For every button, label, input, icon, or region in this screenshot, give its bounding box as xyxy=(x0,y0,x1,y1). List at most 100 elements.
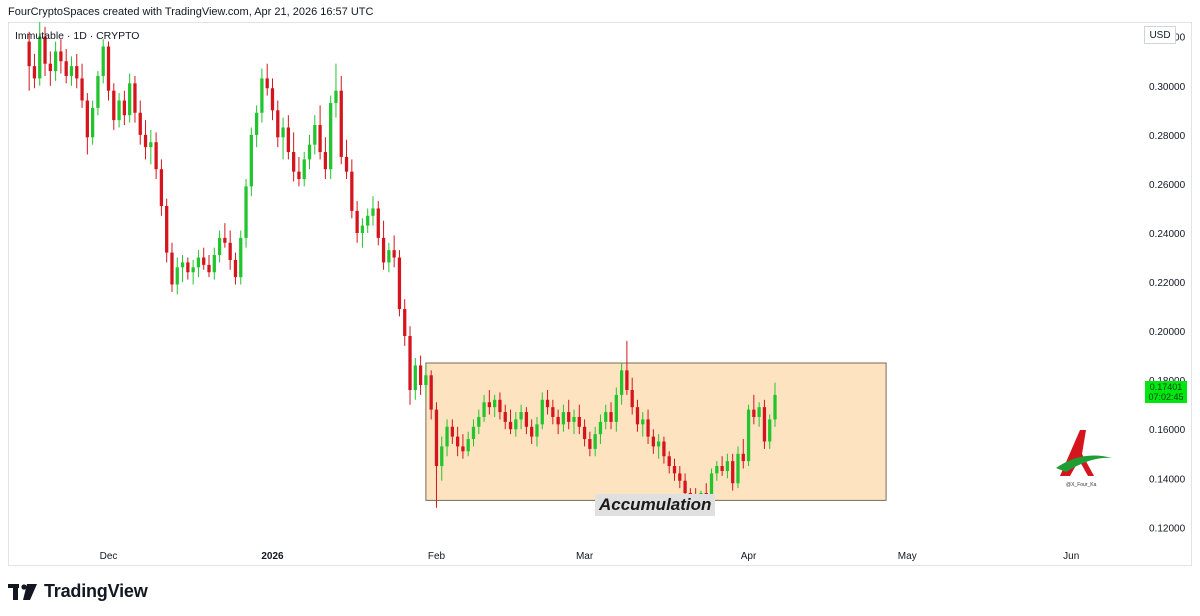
candle xyxy=(556,409,560,435)
candle-body xyxy=(80,78,84,101)
candle xyxy=(678,466,682,489)
candle-body xyxy=(434,409,439,467)
candle xyxy=(551,399,555,425)
candle xyxy=(228,230,232,270)
candle-body xyxy=(48,63,52,72)
candle-body xyxy=(503,412,507,422)
candle-body xyxy=(619,370,624,395)
candle-body xyxy=(43,36,47,64)
candle-body xyxy=(191,267,195,273)
candle-body xyxy=(223,237,227,243)
candle-body xyxy=(445,426,449,447)
candle xyxy=(207,255,211,278)
candle xyxy=(350,159,354,219)
candle xyxy=(482,394,486,422)
y-tick-label: 0.30000 xyxy=(1149,82,1186,93)
candle xyxy=(212,247,216,280)
candle xyxy=(445,419,449,457)
candle xyxy=(397,250,402,317)
currency-label[interactable]: USD xyxy=(1144,26,1176,44)
candle-body xyxy=(551,407,555,417)
candle xyxy=(604,404,608,430)
tradingview-brand: TradingView xyxy=(44,581,148,601)
candle-body xyxy=(165,205,169,253)
candle-body xyxy=(90,107,95,138)
candle-body xyxy=(276,110,280,138)
watermark-handle: @X_Four_Ka xyxy=(1066,482,1097,488)
candle xyxy=(508,409,513,435)
candle xyxy=(154,132,158,180)
candle-body xyxy=(482,402,486,417)
candle-body xyxy=(307,144,312,160)
candle xyxy=(254,105,259,148)
candle xyxy=(403,299,407,346)
x-tick-label: May xyxy=(898,551,917,562)
candle xyxy=(90,100,95,145)
candle xyxy=(609,402,613,430)
candle xyxy=(360,218,365,248)
candle-body xyxy=(567,412,571,422)
candle xyxy=(715,461,719,481)
candle-body xyxy=(604,412,608,422)
candle-body xyxy=(159,169,164,206)
y-tick-label: 0.14000 xyxy=(1149,474,1186,485)
candle xyxy=(493,394,497,417)
candle-body xyxy=(530,426,534,437)
candle-body xyxy=(720,466,724,471)
candle xyxy=(64,48,68,84)
candle-body xyxy=(403,309,407,337)
candle xyxy=(180,255,185,283)
candle xyxy=(736,446,740,489)
candle xyxy=(646,409,650,444)
candle xyxy=(196,250,201,278)
candle xyxy=(32,53,37,89)
candle-body xyxy=(149,142,153,148)
candle-body xyxy=(260,78,264,113)
candle xyxy=(619,363,624,405)
candle xyxy=(223,223,227,248)
candle-body xyxy=(138,112,142,135)
candle-body xyxy=(540,399,544,425)
candle xyxy=(244,179,248,248)
candle xyxy=(239,230,243,285)
candle xyxy=(48,51,52,86)
candle-body xyxy=(286,127,290,153)
candle-body xyxy=(461,446,465,452)
candle xyxy=(656,434,661,459)
candle xyxy=(413,358,417,400)
candle xyxy=(561,404,566,432)
candle-body xyxy=(514,419,518,430)
candle-body xyxy=(196,257,201,268)
candle-body xyxy=(186,262,190,273)
candle-body xyxy=(143,134,148,148)
y-tick-label: 0.22000 xyxy=(1149,278,1186,289)
candle-body xyxy=(207,264,211,273)
candle-body xyxy=(752,409,756,417)
candle-body xyxy=(233,259,238,278)
candle-body xyxy=(429,375,433,410)
candle xyxy=(249,127,253,197)
candle-body xyxy=(329,102,333,170)
candle xyxy=(471,419,476,447)
chart-frame[interactable] xyxy=(8,22,1192,566)
candle xyxy=(577,404,581,435)
candle-body xyxy=(366,215,370,226)
candle xyxy=(260,68,264,123)
x-tick-label: Jun xyxy=(1063,551,1079,562)
candle xyxy=(27,31,31,91)
y-tick-label: 0.24000 xyxy=(1149,229,1186,240)
tradingview-logo[interactable]: TradingView xyxy=(8,581,148,602)
symbol-title[interactable]: Immutable · 1D · CRYPTO xyxy=(15,30,140,42)
candle xyxy=(741,439,745,469)
candle-body xyxy=(524,412,529,427)
candle xyxy=(138,100,142,145)
candle-body xyxy=(212,255,216,273)
candle-body xyxy=(334,90,338,103)
candle-body xyxy=(344,156,349,172)
candle xyxy=(519,404,523,430)
candle xyxy=(450,419,454,444)
candle xyxy=(545,389,550,415)
candle xyxy=(149,129,153,165)
x-tick-label: Mar xyxy=(576,551,594,562)
